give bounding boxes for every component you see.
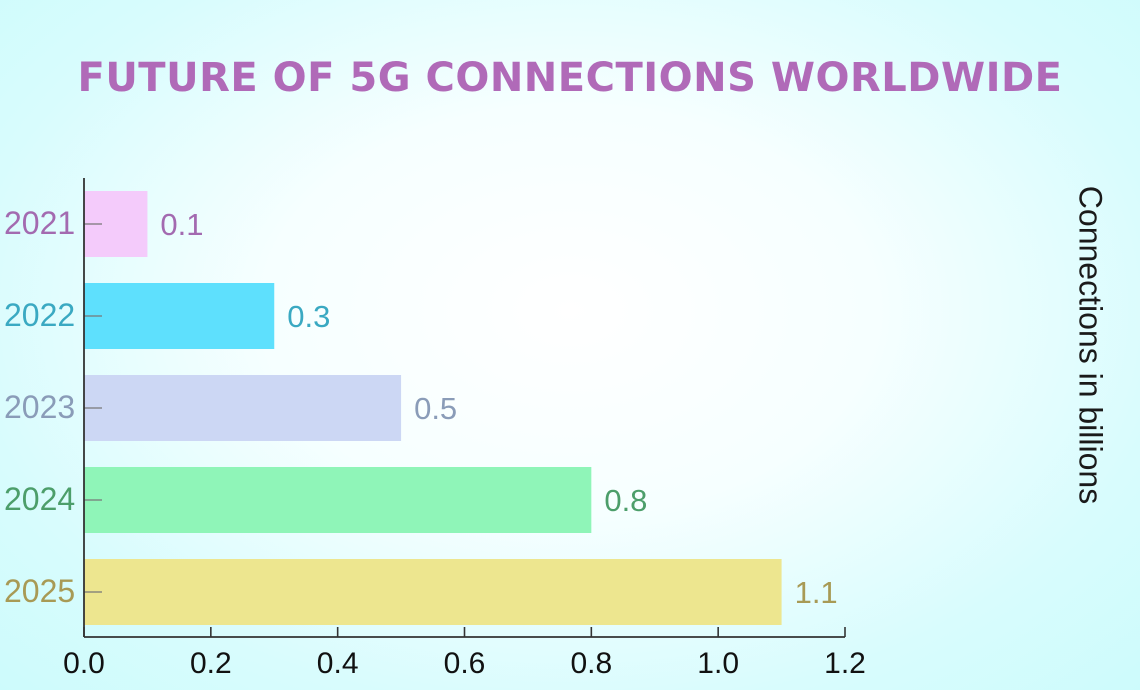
x-tick-label-1.0: 1.0 — [697, 647, 739, 680]
data-label-2022: 0.3 — [287, 299, 330, 334]
category-label-2024: 2024 — [4, 481, 75, 517]
x-tick-label-0.8: 0.8 — [570, 647, 612, 680]
category-label-2021: 2021 — [4, 205, 75, 241]
x-tick-label-0.4: 0.4 — [317, 647, 359, 680]
category-label-2022: 2022 — [4, 297, 75, 333]
x-tick-label-0.0: 0.0 — [63, 647, 105, 680]
x-tick-label-0.2: 0.2 — [190, 647, 232, 680]
data-label-2025: 1.1 — [795, 575, 838, 610]
x-tick-label-0.6: 0.6 — [444, 647, 486, 680]
data-label-2021: 0.1 — [160, 207, 203, 242]
category-label-2025: 2025 — [4, 573, 75, 609]
bar-2023 — [84, 375, 402, 441]
category-label-2023: 2023 — [4, 389, 75, 425]
bar-2022 — [84, 283, 275, 349]
data-label-2023: 0.5 — [414, 391, 457, 426]
chart-title: FUTURE OF 5G CONNECTIONS WORLDWIDE — [77, 55, 1063, 101]
bar-2024 — [84, 467, 592, 533]
x-tick-label-1.2: 1.2 — [824, 647, 866, 680]
bar-2025 — [84, 559, 782, 625]
data-label-2024: 0.8 — [604, 483, 647, 518]
